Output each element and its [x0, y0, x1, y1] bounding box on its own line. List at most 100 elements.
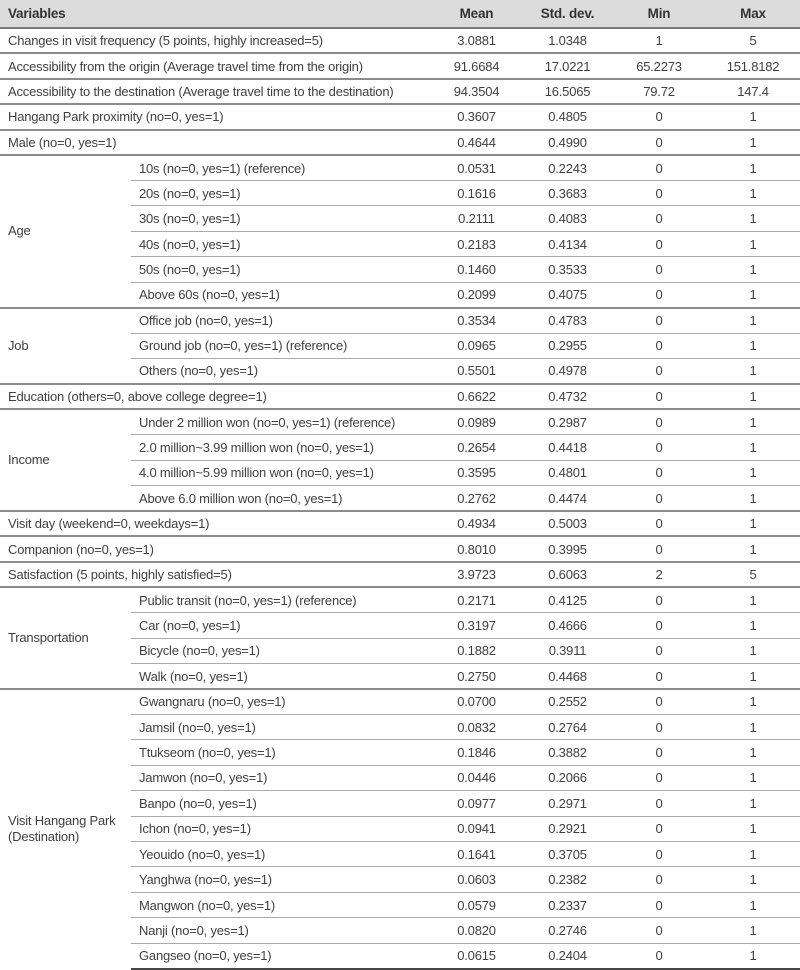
mean-value: 0.1460: [430, 256, 523, 283]
variable-label: 40s (no=0, yes=1): [131, 230, 430, 257]
mean-value: 0.2183: [430, 230, 523, 257]
min-value: 0: [612, 790, 706, 817]
min-value: 0: [612, 687, 706, 715]
std-dev-value: 17.0221: [523, 52, 612, 79]
std-dev-value: 0.3995: [523, 535, 612, 562]
max-value: 5: [706, 26, 800, 54]
mean-value: 0.0700: [430, 687, 523, 715]
max-value: 5: [706, 560, 800, 588]
variable-label: 20s (no=0, yes=1): [131, 180, 430, 206]
mean-value: 0.0531: [430, 154, 523, 181]
std-dev-value: 0.2404: [523, 942, 612, 970]
max-value: 1: [706, 408, 800, 435]
max-value: 1: [706, 586, 800, 613]
table-row: Above 60s (no=0, yes=1) 0.2099 0.4075 0 1: [0, 281, 800, 308]
std-dev-value: 0.4732: [523, 382, 612, 410]
min-value: 0: [612, 332, 706, 359]
std-dev-value: 0.5003: [523, 509, 612, 537]
variable-label: Banpo (no=0, yes=1): [131, 790, 430, 817]
table-row: Male (no=0, yes=1) 0.4644 0.4990 0 1: [0, 128, 800, 156]
variable-label: 2.0 million~3.99 million won (no=0, yes=…: [131, 434, 430, 461]
table-row: Car (no=0, yes=1) 0.3197 0.4666 0 1: [0, 612, 800, 639]
max-value: 1: [706, 281, 800, 308]
mean-value: 0.2171: [430, 586, 523, 613]
std-dev-value: 0.3911: [523, 637, 612, 664]
table-row: Yanghwa (no=0, yes=1) 0.0603 0.2382 0 1: [0, 866, 800, 893]
mean-value: 0.0615: [430, 942, 523, 970]
max-value: 1: [706, 382, 800, 410]
std-dev-value: 0.2921: [523, 815, 612, 842]
mean-value: 0.0941: [430, 815, 523, 842]
variable-label: Above 60s (no=0, yes=1): [131, 281, 430, 308]
max-value: 1: [706, 815, 800, 842]
table-row: Mangwon (no=0, yes=1) 0.0579 0.2337 0 1: [0, 891, 800, 918]
max-value: 1: [706, 535, 800, 562]
max-value: 1: [706, 663, 800, 689]
variable-label: Under 2 million won (no=0, yes=1) (refer…: [131, 408, 430, 435]
table-row: Education (others=0, above college degre…: [0, 382, 800, 410]
mean-value: 0.0603: [430, 866, 523, 893]
variable-label: Car (no=0, yes=1): [131, 612, 430, 639]
table-row: Age 10s (no=0, yes=1) (reference) 0.0531 0.…: [0, 154, 800, 308]
mean-value: 0.2762: [430, 485, 523, 512]
table-row: Banpo (no=0, yes=1) 0.0977 0.2971 0 1: [0, 790, 800, 817]
variable-label: Yeouido (no=0, yes=1): [131, 840, 430, 867]
mean-value: 0.3534: [430, 306, 523, 334]
variable-label: Public transit (no=0, yes=1) (reference): [131, 586, 430, 613]
min-value: 0: [612, 713, 706, 740]
variable-label: Hangang Park proximity (no=0, yes=1): [0, 103, 430, 130]
max-value: 1: [706, 509, 800, 537]
min-value: 0: [612, 815, 706, 842]
variable-label: 4.0 million~5.99 million won (no=0, yes=…: [131, 459, 430, 486]
variable-label: Mangwon (no=0, yes=1): [131, 891, 430, 918]
std-dev-value: 0.2243: [523, 154, 612, 181]
max-value: 1: [706, 917, 800, 944]
std-dev-value: 0.2987: [523, 408, 612, 435]
min-value: 0: [612, 459, 706, 486]
std-dev-value: 0.4978: [523, 357, 612, 384]
variable-label: 10s (no=0, yes=1) (reference): [131, 154, 430, 181]
variable-label: Accessibility to the destination (Averag…: [0, 77, 430, 105]
std-dev-value: 0.4474: [523, 485, 612, 512]
min-value: 0: [612, 612, 706, 639]
group-label: Income: [0, 408, 131, 512]
max-value: 1: [706, 687, 800, 715]
min-value: 0: [612, 891, 706, 918]
table-row: Visit day (weekend=0, weekdays=1) 0.4934 0…: [0, 509, 800, 537]
variable-label: Above 6.0 million won (no=0, yes=1): [131, 485, 430, 512]
header-row: Variables Mean Std. dev. Min Max: [0, 0, 800, 29]
min-value: 0: [612, 357, 706, 384]
std-dev-value: 16.5065: [523, 77, 612, 105]
table-row: Ground job (no=0, yes=1) (reference) 0.09…: [0, 332, 800, 359]
min-value: 0: [612, 382, 706, 410]
std-dev-value: 0.2955: [523, 332, 612, 359]
max-value: 1: [706, 256, 800, 283]
min-value: 0: [612, 535, 706, 562]
min-value: 0: [612, 840, 706, 867]
variable-label: Ichon (no=0, yes=1): [131, 815, 430, 842]
min-value: 0: [612, 128, 706, 156]
max-value: 1: [706, 180, 800, 206]
table-row: Ichon (no=0, yes=1) 0.0941 0.2921 0 1: [0, 815, 800, 842]
mean-value: 0.0820: [430, 917, 523, 944]
std-dev-value: 0.4134: [523, 230, 612, 257]
mean-value: 0.3595: [430, 459, 523, 486]
table-row: Bicycle (no=0, yes=1) 0.1882 0.3911 0 1: [0, 637, 800, 664]
table-row: Jamsil (no=0, yes=1) 0.0832 0.2764 0 1: [0, 713, 800, 740]
table-body: Changes in visit frequency (5 points, hi…: [0, 26, 800, 970]
min-value: 79.72: [612, 77, 706, 105]
variable-label: 30s (no=0, yes=1): [131, 205, 430, 232]
variable-label: Changes in visit frequency (5 points, hi…: [0, 26, 430, 54]
table-row: Yeouido (no=0, yes=1) 0.1641 0.3705 0 1: [0, 840, 800, 867]
mean-value: 0.1641: [430, 840, 523, 867]
min-value: 0: [612, 408, 706, 435]
min-value: 0: [612, 205, 706, 232]
max-value: 1: [706, 332, 800, 359]
std-dev-value: 0.4801: [523, 459, 612, 486]
std-dev-value: 0.4666: [523, 612, 612, 639]
min-value: 0: [612, 230, 706, 257]
group-label: Visit Hangang Park (Destination): [0, 687, 131, 969]
min-value: 2: [612, 560, 706, 588]
column-header-mean: Mean: [430, 0, 523, 29]
std-dev-value: 0.3533: [523, 256, 612, 283]
